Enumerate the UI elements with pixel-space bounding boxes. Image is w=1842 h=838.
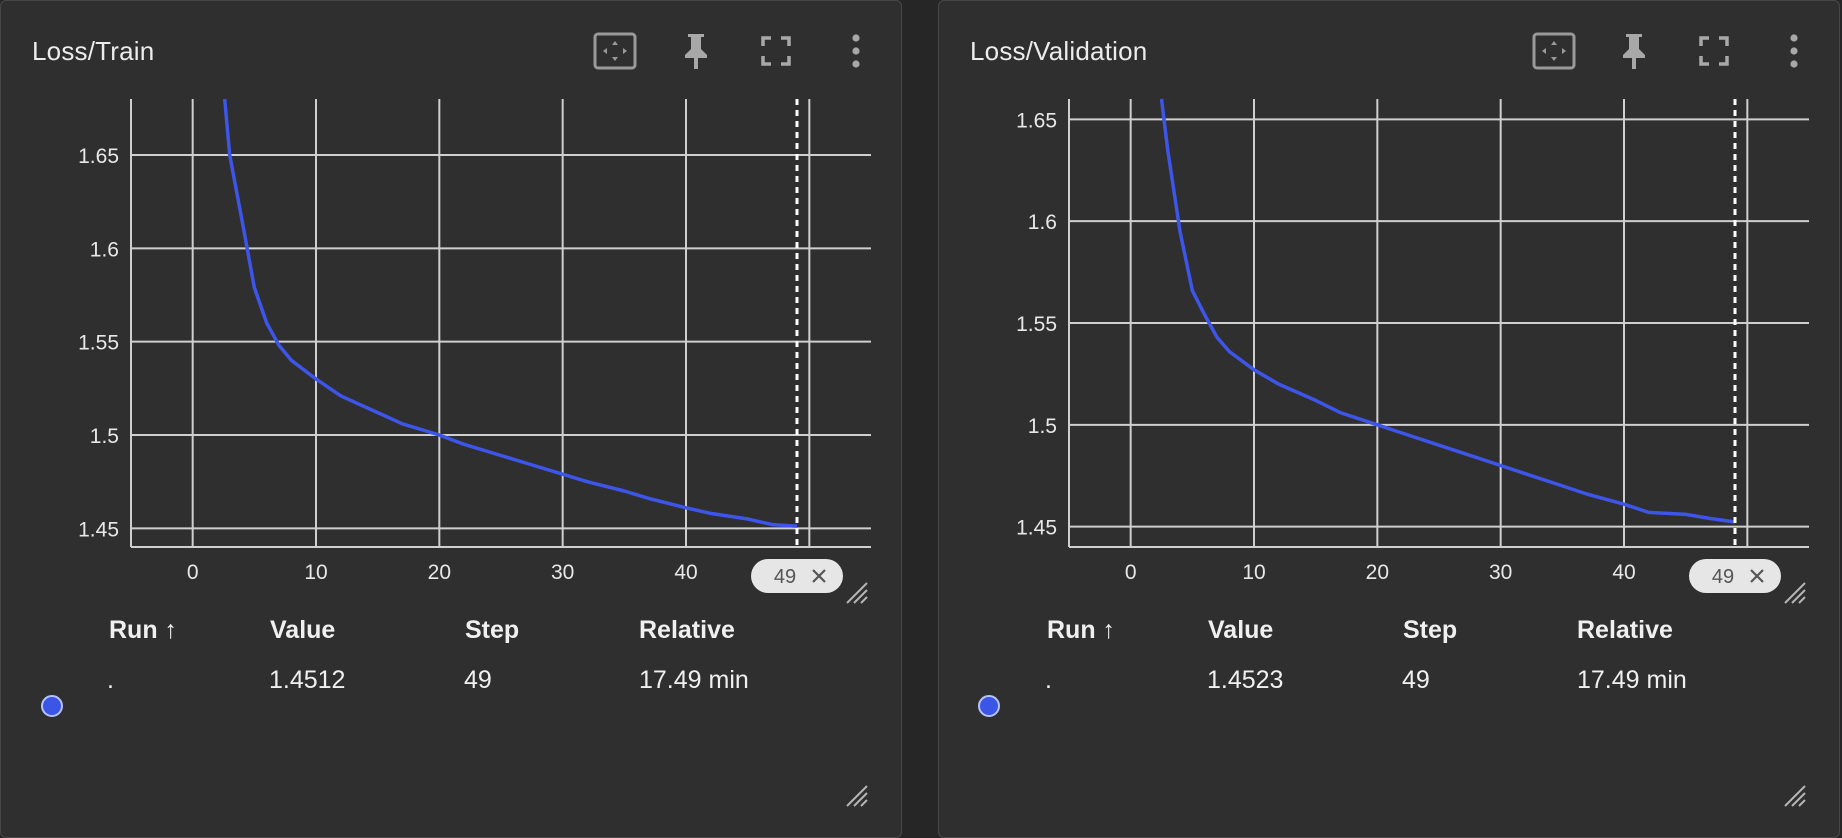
series-line [1159,98,1736,524]
fit-domain-icon [1532,32,1576,70]
line-chart-loss-train[interactable]: 0 10 20 30 40 1.45 1.5 1.55 1.6 1.65 49 [1,91,903,601]
column-header-run[interactable]: Run ↑ [109,616,178,644]
card-resize-handle[interactable] [843,782,869,808]
x-tick-label: 30 [1489,561,1512,584]
pin-icon [1623,34,1645,69]
x-tick-label: 10 [1242,561,1265,584]
column-header-relative[interactable]: Relative [1577,616,1673,644]
cell-step: 49 [1402,666,1430,694]
run-color-swatch [978,695,1000,717]
fit-domain-button[interactable] [591,27,639,75]
fullscreen-icon [1699,36,1729,66]
step-marker-chip[interactable]: 49 [1689,559,1781,593]
column-header-run[interactable]: Run ↑ [1047,616,1116,644]
chip-close-icon[interactable] [812,569,826,583]
column-header-step[interactable]: Step [465,616,520,644]
y-tick-label: 1.65 [1016,109,1057,132]
card-resize-handle[interactable] [1781,782,1807,808]
chart-resize-handle[interactable] [843,579,869,605]
more-options-button[interactable] [1770,27,1818,75]
x-tick-label: 10 [304,561,327,584]
y-tick-label: 1.5 [90,425,119,448]
fit-domain-button[interactable] [1530,27,1578,75]
line-chart-loss-validation[interactable]: 0 10 20 30 40 1.45 1.5 1.55 1.6 1.65 49 [939,91,1841,601]
scalar-card-loss-train: Loss/Train 0 10 20 30 40 1.45 1.5 1.55 1.6 1.65 49 [0,0,902,838]
y-tick-label: 1.45 [78,518,119,541]
cell-value: 1.4523 [1207,666,1284,694]
step-chip-bg [1689,559,1781,593]
scalar-card-loss-validation: Loss/Validation 0 10 20 30 40 1.45 1.5 1.55 1.6 1… [938,0,1840,838]
column-header-value[interactable]: Value [1208,616,1274,644]
x-tick-label: 40 [1612,561,1635,584]
run-color-swatch [41,695,63,717]
y-tick-label: 1.6 [1028,211,1057,234]
y-tick-label: 1.55 [78,332,119,355]
card-title: Loss/Validation [970,36,1148,66]
chip-close-icon[interactable] [1750,569,1764,583]
pin-button[interactable] [1610,27,1658,75]
y-tick-label: 1.6 [90,238,119,261]
cell-value: 1.4512 [269,666,346,694]
x-tick-label: 40 [674,561,697,584]
chart-resize-handle[interactable] [1781,579,1807,605]
column-header-value[interactable]: Value [270,616,336,644]
resize-grip-icon [846,582,868,604]
pin-icon [685,34,707,69]
y-tick-label: 1.65 [78,145,119,168]
cell-run: . [107,666,114,694]
pin-button[interactable] [672,27,720,75]
more-vert-icon [852,34,860,68]
cell-step: 49 [464,666,492,694]
more-vert-icon [1790,34,1798,68]
resize-grip-icon [1784,582,1806,604]
column-header-relative[interactable]: Relative [639,616,735,644]
x-tick-label: 20 [428,561,451,584]
y-tick-label: 1.5 [1028,415,1057,438]
cell-relative: 17.49 min [1577,666,1687,694]
x-tick-label: 0 [1125,561,1137,584]
x-tick-label: 30 [551,561,574,584]
step-chip-bg [751,559,843,593]
y-tick-label: 1.45 [1016,517,1057,540]
cell-run: . [1045,666,1052,694]
fit-domain-icon [593,32,637,70]
fullscreen-button[interactable] [752,27,800,75]
step-chip-label: 49 [1712,566,1734,588]
resize-grip-icon [1784,785,1806,807]
step-marker-chip[interactable]: 49 [751,559,843,593]
more-options-button[interactable] [832,27,880,75]
y-tick-label: 1.55 [1016,313,1057,336]
fullscreen-button[interactable] [1690,27,1738,75]
cell-relative: 17.49 min [639,666,749,694]
card-title: Loss/Train [32,36,155,66]
x-tick-label: 20 [1366,561,1389,584]
resize-grip-icon [846,785,868,807]
step-chip-label: 49 [774,566,796,588]
x-tick-label: 0 [187,561,199,584]
column-header-step[interactable]: Step [1403,616,1458,644]
series-line [222,98,798,528]
fullscreen-icon [761,36,791,66]
